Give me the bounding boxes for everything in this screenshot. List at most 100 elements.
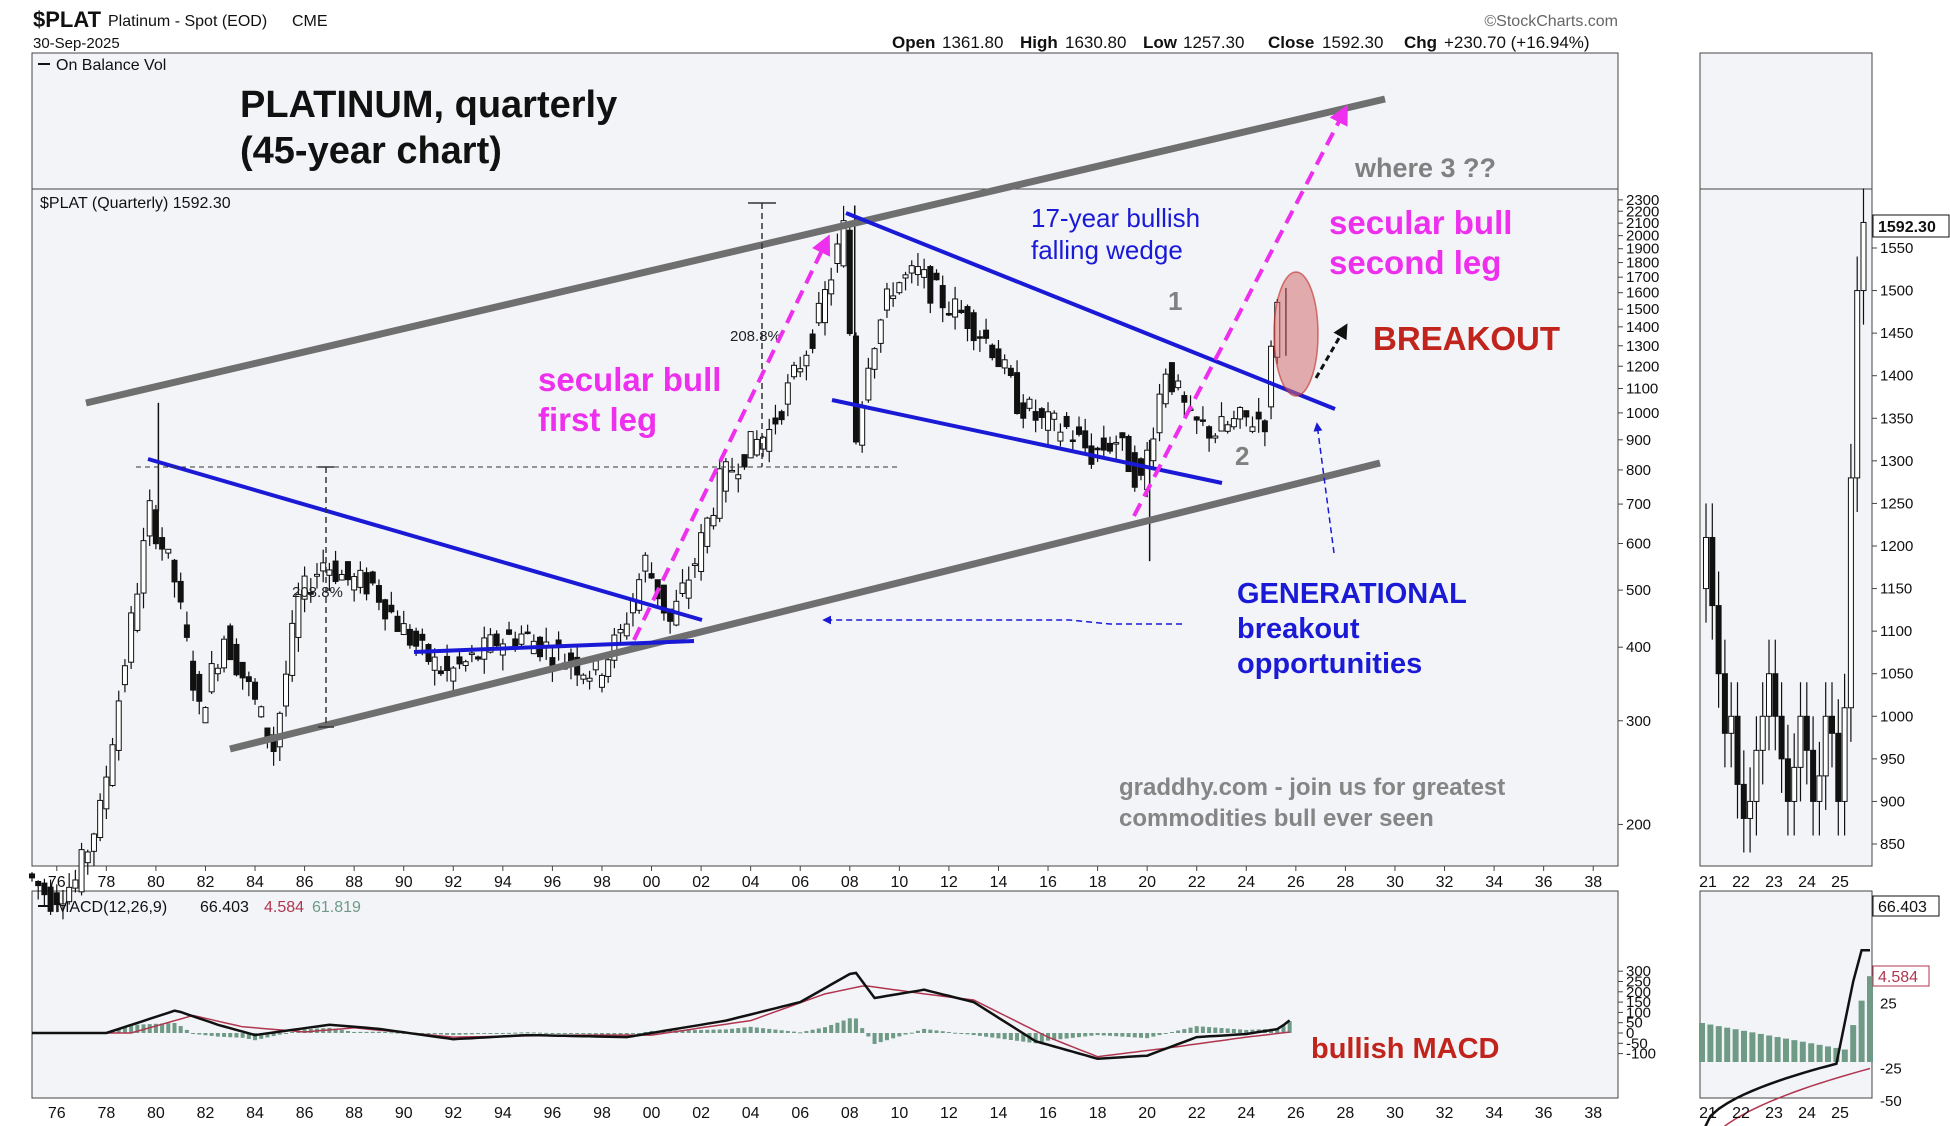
candle-down	[29, 873, 35, 879]
macd-hist-bar	[742, 1027, 747, 1033]
price-y-tick-label: 300	[1626, 713, 1651, 730]
macd-hist-bar	[277, 1033, 282, 1035]
inset-macd-line	[1704, 948, 1870, 1126]
candle-up	[710, 514, 717, 527]
inset-candle-down	[1803, 715, 1810, 751]
macd-hist-bar	[376, 1031, 381, 1033]
price-y-tick-label: 1600	[1626, 285, 1659, 302]
inset-macd-panel	[1699, 890, 1873, 1099]
candle-down	[1168, 362, 1175, 393]
candle-up	[871, 348, 878, 370]
macd-hist-bar	[259, 1033, 264, 1039]
inset-x-tick-label: 21	[1699, 874, 1717, 891]
macd-hist-bar	[141, 1024, 146, 1033]
candle-up	[952, 298, 959, 318]
candle-up	[462, 661, 469, 666]
macd-x-tick-label: 36	[1535, 1105, 1553, 1122]
candle-up	[351, 576, 358, 591]
macd-x-tick-label: 86	[296, 1105, 314, 1122]
candle-down	[152, 509, 159, 545]
wedge-upper-line	[845, 211, 1336, 411]
price-y-tick-label: 2000	[1626, 228, 1659, 245]
price-x-tick-label: 80	[147, 874, 165, 891]
inset-candle-down	[1772, 673, 1779, 717]
macd-hist-bar	[364, 1031, 369, 1033]
macd-hist-bar	[463, 1033, 468, 1035]
candle-up	[902, 274, 909, 279]
candle-down	[239, 661, 246, 679]
candle-down	[1007, 367, 1014, 377]
candle-down	[394, 615, 401, 632]
candle-down	[183, 624, 190, 638]
candle-up	[691, 563, 698, 567]
candle-up	[326, 569, 333, 576]
macd-hist-bar	[612, 1033, 617, 1035]
candle-up	[320, 562, 327, 572]
candle-up	[822, 289, 828, 324]
macd-hist-bar	[1157, 1033, 1162, 1036]
candle-up	[295, 593, 302, 638]
candle-up	[704, 517, 711, 547]
candle-up	[1156, 393, 1163, 434]
macd-hist-bar	[1244, 1029, 1249, 1033]
macd-hist-bar	[1052, 1033, 1057, 1040]
inset-candle-down	[1810, 749, 1817, 802]
candle-down	[53, 892, 60, 906]
macd-hist-bar	[977, 1033, 982, 1036]
price-y-tick-label: 2100	[1626, 215, 1659, 232]
first-leg-label-line2: first leg	[538, 401, 657, 438]
price-x-tick-label: 78	[97, 874, 115, 891]
inset-y-tick-label: 1350	[1880, 410, 1913, 427]
inset-candle-down	[1778, 715, 1785, 760]
candle-down	[927, 266, 934, 304]
inset-candle-down	[1734, 715, 1741, 785]
candle-up	[258, 706, 265, 718]
candle-down	[413, 630, 420, 647]
candle-down	[437, 670, 444, 675]
candle-down	[1193, 416, 1200, 421]
price-x-tick-label: 04	[742, 874, 760, 891]
candle-down	[369, 571, 376, 584]
candle-down	[1014, 372, 1021, 415]
candle-down	[41, 882, 48, 896]
price-x-tick-label: 20	[1138, 874, 1156, 891]
price-x-tick-label: 14	[990, 874, 1008, 891]
candle-down	[406, 628, 413, 646]
inset-macd-y-tick-label: -25	[1880, 1061, 1902, 1078]
candle-down	[190, 660, 197, 691]
candle-down	[332, 560, 339, 582]
macd-hist-bar	[538, 1032, 543, 1034]
candle-down	[159, 537, 166, 550]
price-y-tick-label: 1000	[1626, 405, 1659, 422]
price-legend: $PLAT (Quarterly) 1592.30	[40, 195, 231, 212]
price-x-tick-label: 26	[1287, 874, 1305, 891]
candle-down	[1076, 426, 1083, 435]
pct-left-label: 208.8%	[292, 584, 343, 601]
candle-up	[400, 623, 407, 636]
inset-macd-hist-bar	[1808, 1043, 1815, 1062]
macd-hist-bar	[730, 1028, 735, 1033]
price-y-tick-label: 2200	[1626, 203, 1659, 220]
candle-down	[456, 656, 463, 665]
macd-hist-bar	[1188, 1027, 1193, 1033]
candle-up	[896, 282, 903, 294]
macd-y-tick-label: 150	[1626, 994, 1651, 1011]
candle-down	[846, 229, 853, 335]
candle-down	[307, 592, 314, 595]
macd-hist-bar	[482, 1033, 487, 1034]
inset-candle-down	[1740, 783, 1747, 819]
candle-down	[1206, 426, 1213, 439]
price-y-tick-label: 600	[1626, 536, 1651, 553]
macd-hist-bar	[395, 1032, 400, 1034]
inset-candle-up	[1860, 221, 1867, 292]
macd-hist-bar	[568, 1033, 573, 1034]
candle-up	[921, 269, 928, 278]
price-y-tick-label: 1900	[1626, 241, 1659, 258]
macd-x-tick-label: 16	[1039, 1105, 1057, 1122]
chg-label: Chg	[1404, 33, 1437, 52]
macd-hist-bar	[339, 1029, 344, 1033]
macd-hist-bar	[333, 1028, 338, 1033]
candle-down	[382, 599, 389, 620]
macd-legend-label: MACD(12,26,9)	[56, 899, 167, 916]
inset-macd-hist-bar	[1699, 1023, 1705, 1062]
